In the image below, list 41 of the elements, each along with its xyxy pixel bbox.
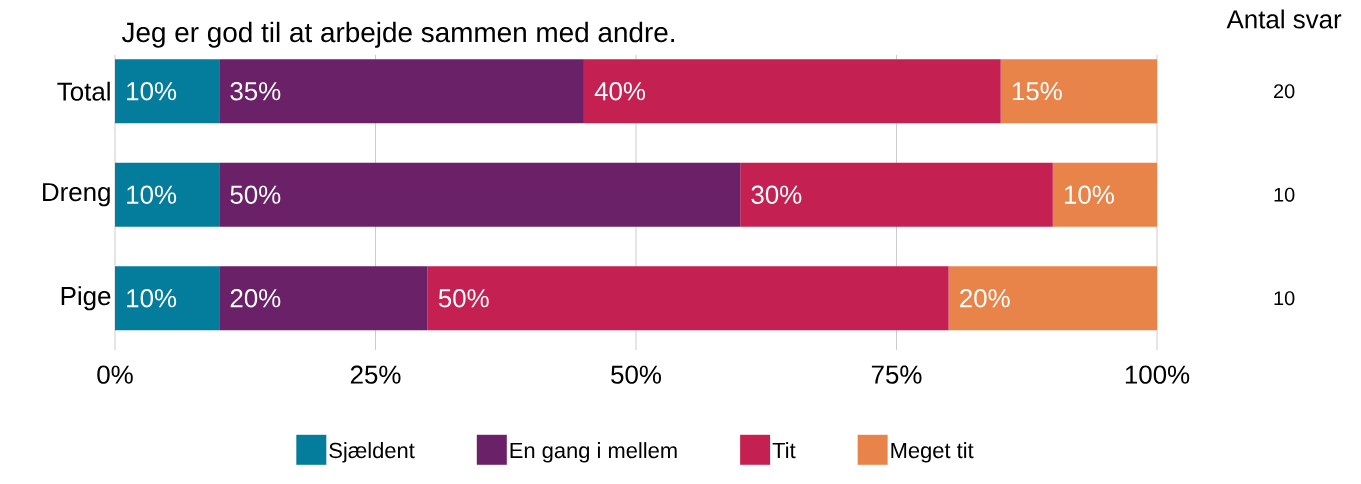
bar — [583, 59, 1001, 124]
text: 10 — [1274, 187, 1295, 202]
bar — [948, 266, 1157, 331]
y-tick-label: Dreng — [43, 183, 110, 207]
data-label: 15% — [1012, 82, 1062, 101]
bar — [1000, 59, 1157, 124]
data-label: 35% — [230, 82, 281, 101]
x-tick-label: 0% — [97, 365, 133, 384]
data-label: 40% — [594, 82, 646, 101]
text: 10 — [1274, 291, 1295, 306]
text: Antal svar — [1226, 9, 1342, 29]
bar — [740, 162, 1053, 227]
data-label: 50% — [230, 185, 281, 204]
data-label: 10% — [127, 289, 177, 308]
legend-label: Tit — [772, 442, 796, 459]
bar — [115, 162, 220, 227]
bar — [219, 59, 584, 124]
y-tick-label: Total — [57, 81, 110, 101]
bar — [427, 266, 949, 331]
bar — [115, 266, 220, 331]
data-label: 10% — [127, 82, 177, 101]
data-label: 30% — [751, 185, 802, 204]
bar — [219, 162, 741, 227]
chart-title: Jeg er god til at arbejde sammen med andre. — [121, 21, 674, 48]
legend-label: Sjældent — [329, 442, 415, 463]
bar — [1052, 162, 1157, 227]
data-label: 20% — [230, 289, 281, 308]
data-label: 10% — [127, 185, 177, 204]
bar — [115, 59, 220, 124]
x-tick-label: 100% — [1125, 365, 1190, 384]
x-tick-label: 75% — [871, 365, 922, 384]
legend-label: Meget tit — [891, 442, 974, 463]
x-tick-label: 50% — [611, 365, 661, 384]
data-label: 10% — [1064, 185, 1114, 204]
data-label: 20% — [960, 289, 1010, 308]
bar — [219, 266, 428, 331]
text: 20 — [1274, 84, 1295, 99]
legend-label: En gang i mellem — [510, 442, 677, 463]
data-label: 50% — [438, 289, 489, 308]
y-tick-label: Pige — [61, 286, 111, 311]
x-tick-label: 25% — [350, 365, 401, 384]
